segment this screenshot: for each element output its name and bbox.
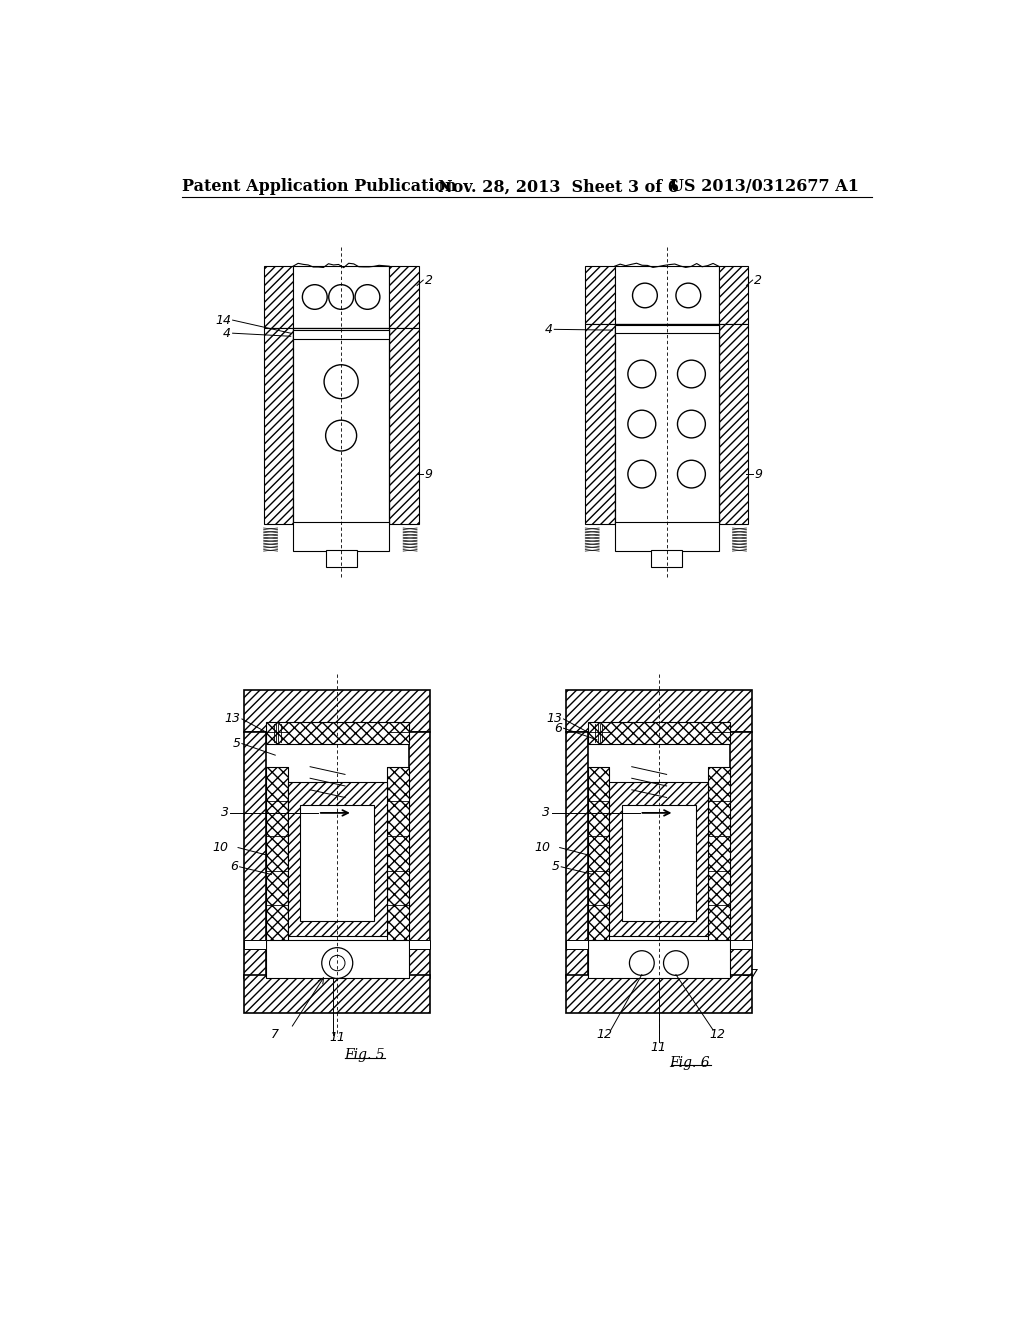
Circle shape	[630, 950, 654, 975]
Bar	[263, 267, 293, 327]
Text: Fig. 6: Fig. 6	[670, 1056, 711, 1071]
Text: 12: 12	[597, 1028, 612, 1041]
Bar	[409, 733, 430, 978]
Bar	[389, 327, 419, 524]
Bar	[719, 323, 748, 524]
Text: 13: 13	[546, 713, 562, 726]
Text: 2: 2	[755, 273, 762, 286]
Bar	[614, 267, 719, 323]
Text: 4: 4	[223, 326, 231, 339]
Circle shape	[678, 360, 706, 388]
Text: 9: 9	[755, 467, 762, 480]
Text: 5: 5	[552, 861, 560, 874]
Text: 6: 6	[554, 722, 562, 735]
Bar	[266, 767, 288, 944]
Bar	[387, 767, 409, 944]
Bar	[326, 549, 356, 566]
Circle shape	[329, 285, 353, 309]
Bar	[651, 549, 682, 566]
Text: Nov. 28, 2013  Sheet 3 of 6: Nov. 28, 2013 Sheet 3 of 6	[438, 178, 679, 195]
Circle shape	[633, 284, 657, 308]
Bar	[266, 722, 409, 743]
Text: 3: 3	[221, 807, 228, 820]
Bar	[245, 940, 266, 949]
Bar	[588, 940, 730, 978]
Bar	[288, 781, 387, 936]
Text: 3: 3	[543, 807, 550, 820]
Bar	[293, 330, 389, 339]
Bar	[389, 267, 419, 327]
Text: 12: 12	[709, 1028, 725, 1041]
Bar	[566, 733, 588, 978]
Text: 11: 11	[330, 1031, 345, 1044]
Text: 7: 7	[751, 968, 759, 981]
Bar	[614, 323, 719, 524]
Bar	[719, 267, 748, 323]
Circle shape	[302, 285, 328, 309]
Circle shape	[664, 950, 688, 975]
Text: 10: 10	[213, 841, 228, 854]
Bar	[709, 767, 730, 944]
Bar	[609, 781, 709, 936]
Text: 11: 11	[651, 1041, 667, 1055]
Bar	[300, 805, 375, 921]
Text: 4: 4	[545, 323, 553, 335]
Text: 9: 9	[425, 467, 433, 480]
Circle shape	[676, 284, 700, 308]
Bar	[293, 327, 389, 524]
Text: 7: 7	[271, 1028, 280, 1041]
Text: 6: 6	[230, 861, 238, 874]
Text: 2: 2	[425, 273, 433, 286]
Circle shape	[678, 411, 706, 438]
Circle shape	[628, 360, 655, 388]
Text: Patent Application Publication: Patent Application Publication	[182, 178, 457, 195]
Bar	[409, 940, 430, 949]
Bar	[263, 327, 293, 524]
Bar	[266, 940, 409, 978]
Bar	[730, 940, 752, 949]
Bar	[614, 521, 719, 552]
Bar	[588, 767, 609, 944]
Bar	[293, 521, 389, 552]
Circle shape	[355, 285, 380, 309]
Text: 14: 14	[215, 314, 231, 326]
Circle shape	[628, 461, 655, 488]
Bar	[730, 733, 752, 978]
Bar	[614, 326, 719, 333]
Bar	[588, 722, 730, 743]
Circle shape	[324, 364, 358, 399]
Bar	[586, 267, 614, 323]
Bar	[245, 689, 430, 733]
Text: 13: 13	[224, 713, 241, 726]
Circle shape	[678, 461, 706, 488]
Bar	[293, 267, 389, 327]
Bar	[566, 689, 752, 733]
Bar	[586, 323, 614, 524]
Text: 10: 10	[535, 841, 550, 854]
Bar	[566, 974, 752, 1014]
Bar	[245, 974, 430, 1014]
Text: 5: 5	[232, 737, 241, 750]
Circle shape	[628, 411, 655, 438]
Circle shape	[326, 420, 356, 451]
Bar	[245, 733, 266, 978]
Text: Fig. 5: Fig. 5	[344, 1048, 385, 1063]
Bar	[622, 805, 696, 921]
Text: US 2013/0312677 A1: US 2013/0312677 A1	[671, 178, 859, 195]
Circle shape	[330, 956, 345, 970]
Circle shape	[322, 948, 352, 978]
Bar	[566, 940, 588, 949]
